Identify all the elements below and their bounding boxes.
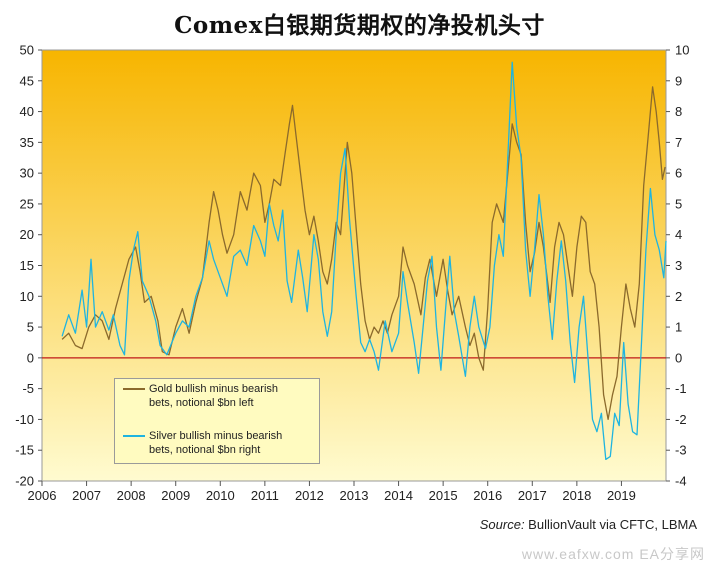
- x-tick-label: 2008: [117, 488, 146, 503]
- legend-gold-line1: Gold bullish minus bearish: [149, 383, 279, 395]
- y-right-tick-label: -3: [675, 443, 687, 458]
- y-right-tick-label: 8: [675, 104, 682, 119]
- y-right-tick-label: 10: [675, 43, 689, 58]
- y-left-tick-label: 40: [20, 104, 34, 119]
- x-tick-label: 2015: [429, 488, 458, 503]
- y-left-tick-label: 25: [20, 196, 34, 211]
- x-tick-label: 2009: [161, 488, 190, 503]
- chart-title: Comex白银期货期权的净投机头寸: [174, 12, 545, 39]
- legend: Gold bullish minus bearish bets, notiona…: [114, 378, 320, 464]
- axes-layer: -20-15-10-505101520253035404550-4-3-2-10…: [15, 43, 689, 504]
- x-tick-label: 2017: [518, 488, 547, 503]
- y-right-tick-label: 0: [675, 350, 682, 365]
- x-tick-label: 2019: [607, 488, 636, 503]
- source-label: Source:: [479, 517, 525, 532]
- y-right-tick-label: 4: [675, 227, 682, 242]
- x-tick-label: 2006: [28, 488, 57, 503]
- y-left-tick-label: -10: [15, 412, 34, 427]
- y-right-tick-label: -1: [675, 381, 687, 396]
- y-right-tick-label: -4: [675, 474, 687, 489]
- y-left-tick-label: 30: [20, 166, 34, 181]
- x-tick-label: 2007: [72, 488, 101, 503]
- x-tick-label: 2013: [340, 488, 369, 503]
- y-left-tick-label: 10: [20, 289, 34, 304]
- y-right-tick-label: 1: [675, 320, 682, 335]
- y-left-tick-label: 15: [20, 258, 34, 273]
- source-text: BullionVault via CFTC, LBMA: [524, 517, 697, 532]
- x-tick-label: 2018: [562, 488, 591, 503]
- legend-swatch-silver: [123, 435, 145, 437]
- y-left-tick-label: 20: [20, 227, 34, 242]
- legend-swatch-gold: [123, 388, 145, 390]
- legend-silver-line2: bets, notional $bn right: [149, 444, 261, 456]
- y-right-tick-label: 7: [675, 135, 682, 150]
- y-right-tick-label: 6: [675, 166, 682, 181]
- x-tick-label: 2010: [206, 488, 235, 503]
- y-right-tick-label: 9: [675, 73, 682, 88]
- legend-silver-line1: Silver bullish minus bearish: [149, 430, 283, 442]
- y-left-tick-label: -20: [15, 474, 34, 489]
- y-left-tick-label: 5: [27, 320, 34, 335]
- x-tick-label: 2014: [384, 488, 413, 503]
- y-right-tick-label: 2: [675, 289, 682, 304]
- y-right-tick-label: 3: [675, 258, 682, 273]
- y-left-tick-label: -5: [22, 381, 34, 396]
- y-left-tick-label: 50: [20, 43, 34, 58]
- watermark: www.eafxw.com EA分享网: [521, 546, 705, 562]
- y-left-tick-label: -15: [15, 443, 34, 458]
- series-layer: [42, 61, 667, 461]
- gold-series-line: [61, 86, 666, 421]
- x-tick-label: 2016: [473, 488, 502, 503]
- x-tick-label: 2011: [251, 488, 279, 503]
- source-note: Source: BullionVault via CFTC, LBMA: [480, 517, 697, 532]
- y-right-tick-label: -2: [675, 412, 687, 427]
- y-left-tick-label: 35: [20, 135, 34, 150]
- y-left-tick-label: 45: [20, 73, 34, 88]
- silver-series-line: [61, 61, 667, 461]
- x-tick-label: 2012: [295, 488, 324, 503]
- y-left-tick-label: 0: [27, 350, 34, 365]
- y-right-tick-label: 5: [675, 196, 682, 211]
- legend-gold-line2: bets, notional $bn left: [149, 397, 254, 409]
